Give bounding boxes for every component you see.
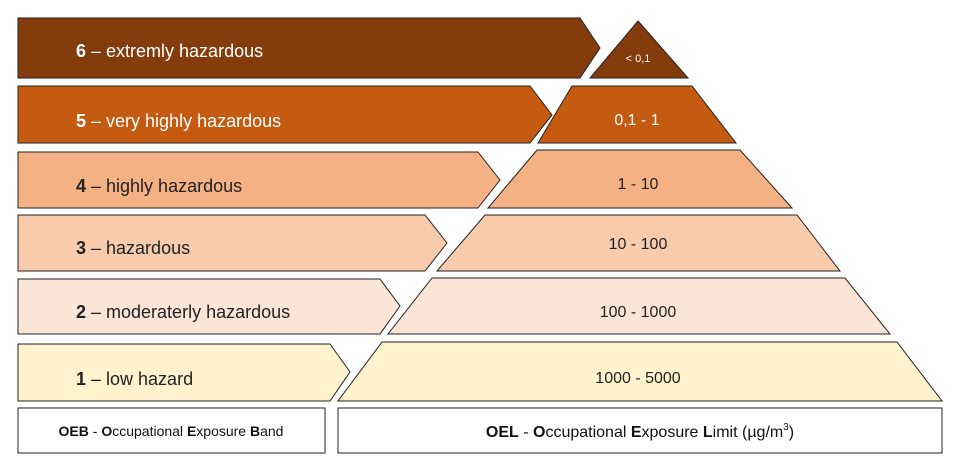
band-3-range: 10 - 100 xyxy=(609,236,668,253)
band-5-pyramid-tier xyxy=(537,85,738,144)
band-6-arrow xyxy=(17,17,601,79)
oel-caption-box: OEL - Occupational Exposure Limit (µg/m3… xyxy=(337,407,943,454)
band-5-range: 0,1 - 1 xyxy=(614,112,659,129)
band-6: 6 – extremly hazardous < 0,1 xyxy=(17,17,690,79)
band-6-pyramid-tier xyxy=(588,20,690,79)
band-6-label: 6 – extremly hazardous xyxy=(76,41,263,61)
band-1-label: 1 – low hazard xyxy=(76,369,193,389)
band-3: 3 – hazardous 10 - 100 xyxy=(17,214,842,272)
band-3-arrow xyxy=(17,214,448,272)
band-5-arrow xyxy=(17,85,553,144)
band-3-label: 3 – hazardous xyxy=(76,238,190,258)
band-4-label: 4 – highly hazardous xyxy=(76,176,242,196)
band-2: 2 – moderaterly hazardous 100 - 1000 xyxy=(17,277,892,335)
band-5: 5 – very highly hazardous 0,1 - 1 xyxy=(17,85,738,144)
band-1-range: 1000 - 5000 xyxy=(595,370,681,387)
band-4-arrow xyxy=(17,151,501,209)
band-2-arrow xyxy=(17,278,401,335)
oel-caption: OEL - Occupational Exposure Limit (µg/m3… xyxy=(486,422,794,441)
band-2-label: 2 – moderaterly hazardous xyxy=(76,302,290,322)
band-4: 4 – highly hazardous 1 - 10 xyxy=(17,149,794,209)
oeb-caption: OEB - Occupational Exposure Band xyxy=(59,423,284,439)
band-3-pyramid-tier xyxy=(435,214,842,272)
band-4-range: 1 - 10 xyxy=(618,176,659,193)
band-5-label: 5 – very highly hazardous xyxy=(76,111,281,131)
oeb-caption-box: OEB - Occupational Exposure Band xyxy=(17,407,326,454)
band-1-pyramid-tier xyxy=(337,341,944,402)
band-1: 1 – low hazard 1000 - 5000 xyxy=(17,341,944,402)
band-2-range: 100 - 1000 xyxy=(600,304,677,321)
band-6-range: < 0,1 xyxy=(626,53,651,65)
band-2-pyramid-tier xyxy=(386,277,892,335)
band-4-pyramid-tier xyxy=(486,149,794,209)
band-1-arrow xyxy=(17,343,351,402)
